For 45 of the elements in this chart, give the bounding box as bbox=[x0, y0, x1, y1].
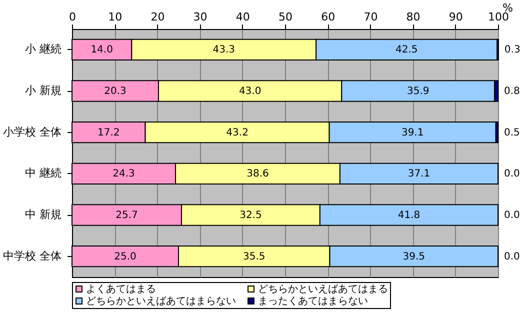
data-label: 0.0 bbox=[504, 168, 520, 180]
data-label: 43.3 bbox=[212, 44, 235, 56]
data-label: 32.5 bbox=[240, 210, 262, 221]
y-tick-label: 中 継続 bbox=[25, 166, 62, 180]
legend-label: どちらかといえばあてはまらない bbox=[86, 296, 236, 307]
data-label: 42.5 bbox=[395, 44, 418, 56]
data-label: 0.0 bbox=[504, 251, 520, 262]
y-tick-label: 小学校 全体 bbox=[3, 125, 62, 138]
x-tick-label: 80 bbox=[406, 10, 420, 24]
x-tick-label: 70 bbox=[364, 10, 378, 24]
data-label: 39.1 bbox=[401, 127, 424, 138]
x-tick-label: 100 bbox=[488, 10, 509, 24]
x-tick-label: 10 bbox=[108, 10, 122, 24]
data-label: 0.8 bbox=[504, 86, 520, 97]
data-label: 43.0 bbox=[238, 86, 262, 97]
x-tick-label: 50 bbox=[278, 10, 292, 24]
data-label: 35.9 bbox=[406, 86, 430, 97]
data-label: 0.0 bbox=[504, 210, 520, 221]
x-tick-label: 30 bbox=[193, 10, 208, 24]
y-tick-label: 小 新規 bbox=[25, 84, 62, 97]
data-label: 0.3 bbox=[504, 44, 520, 56]
data-label: 0.5 bbox=[504, 127, 520, 138]
data-label: 25.7 bbox=[116, 210, 138, 221]
data-label: 38.6 bbox=[246, 168, 269, 180]
y-tick-label: 中学校 全体 bbox=[3, 249, 62, 262]
legend-label: よくあてはまる bbox=[86, 284, 156, 295]
data-label: 41.8 bbox=[398, 210, 420, 221]
data-label: 39.5 bbox=[402, 251, 425, 262]
x-tick-label: 0 bbox=[69, 10, 76, 24]
data-label: 43.2 bbox=[226, 127, 248, 138]
data-label: 20.3 bbox=[104, 86, 126, 97]
x-tick-label: 40 bbox=[236, 10, 250, 24]
data-label: 14.0 bbox=[90, 44, 113, 56]
data-label: 37.1 bbox=[408, 168, 430, 180]
legend-label: どちらかといえばあてはまる bbox=[258, 284, 388, 295]
x-tick-label: 90 bbox=[448, 10, 463, 24]
x-tick-label: 60 bbox=[321, 10, 336, 24]
data-label: 17.2 bbox=[98, 127, 120, 138]
y-tick-label: 中 新規 bbox=[25, 208, 62, 221]
data-label: 35.5 bbox=[242, 251, 266, 262]
data-label: 25.0 bbox=[114, 251, 136, 262]
legend-label: まったくあてはまらない bbox=[258, 296, 368, 307]
data-label: 24.3 bbox=[112, 168, 135, 180]
y-tick-label: 小 継続 bbox=[25, 42, 62, 56]
x-tick-label: 20 bbox=[150, 10, 165, 24]
